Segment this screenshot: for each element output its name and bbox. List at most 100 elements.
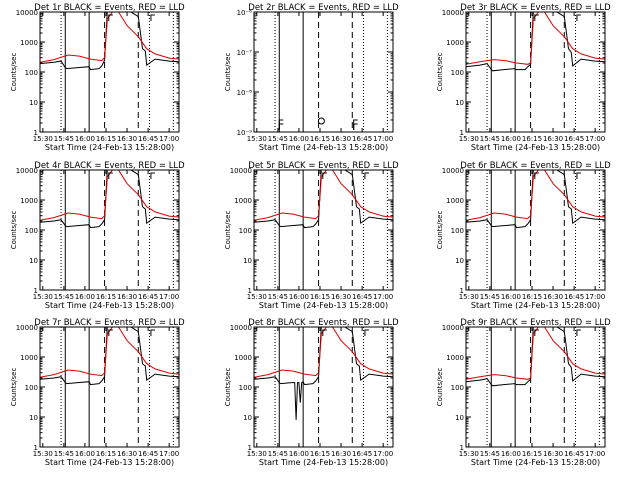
lld-series-line: [466, 170, 605, 221]
x-axis-label: Start Time (24-Feb-13 15:28:00): [259, 458, 388, 467]
x-tick-label: 17:00: [159, 135, 179, 143]
events-glyph: [278, 123, 284, 130]
x-tick-label: 16:00: [501, 450, 521, 458]
x-tick-label: 16:15: [310, 293, 330, 301]
panel-title: Det 9r BLACK = Events, RED = LLD: [460, 318, 611, 328]
detector-panel-1: Det 1r BLACK = Events, RED = LLD 15:30 15:…: [10, 3, 185, 152]
x-tick-label: 16:30: [117, 135, 137, 143]
x-tick-label: 15:45: [480, 135, 500, 143]
x-tick-label: 15:30: [33, 450, 53, 458]
x-tick-label: 16:30: [331, 135, 351, 143]
detector-panel-2: Det 2r BLACK = Events, RED = LLD 15:30 15:…: [224, 3, 399, 152]
x-tick-label: 16:30: [543, 135, 563, 143]
events-glyph: [317, 117, 325, 125]
top-glyph: [108, 14, 113, 21]
x-axis-label: Start Time (24-Feb-13 15:28:00): [45, 301, 174, 310]
x-tick-label: 17:00: [159, 293, 179, 301]
y-tick-label: 10: [29, 257, 38, 265]
y-tick-label: 10⁻⁷: [237, 49, 253, 57]
y-tick-label: 10000: [442, 167, 464, 175]
events-series-line: [466, 170, 605, 229]
x-tick-label: 16:30: [543, 450, 563, 458]
y-tick-label: 10000: [230, 324, 252, 332]
y-tick-label: 10: [243, 257, 252, 265]
events-series-line: [40, 12, 179, 71]
panel-title: Det 8r BLACK = Events, RED = LLD: [248, 318, 399, 328]
y-tick-label: 10000: [442, 9, 464, 17]
x-tick-label: 15:30: [33, 293, 53, 301]
plot-area: [40, 327, 179, 447]
plot-area: [466, 12, 605, 132]
y-tick-label: 1: [460, 287, 464, 295]
y-tick-label: 10: [455, 257, 464, 265]
y-tick-label: 10: [29, 99, 38, 107]
y-tick-label: 10000: [16, 324, 38, 332]
y-tick-label: 10⁻⁸: [237, 89, 253, 97]
x-tick-label: 16:00: [289, 293, 309, 301]
x-tick-label: 16:45: [352, 135, 372, 143]
x-tick-label: 15:30: [459, 293, 479, 301]
y-tick-label: 10000: [442, 324, 464, 332]
detector-panel-6: Det 6r BLACK = Events, RED = LLD 15:30 15:…: [436, 161, 611, 310]
detector-panel-9: Det 9r BLACK = Events, RED = LLD 15:30 15:…: [436, 318, 611, 467]
y-tick-label: 1: [460, 444, 464, 452]
plot-area: [40, 170, 179, 290]
x-tick-label: 16:45: [352, 293, 372, 301]
y-tick-label: 1000: [20, 197, 38, 205]
plot-frame: [253, 11, 394, 133]
y-axis-label: Counts/sec: [436, 211, 444, 250]
top-glyph: [534, 329, 539, 336]
x-tick-label: 16:15: [310, 450, 330, 458]
x-tick-label: 16:45: [138, 450, 158, 458]
events-series-line: [254, 327, 393, 420]
x-tick-label: 16:45: [138, 135, 158, 143]
panel-title: Det 4r BLACK = Events, RED = LLD: [34, 161, 185, 171]
top-glyph: [534, 14, 539, 21]
plot-area: [466, 170, 605, 290]
x-tick-label: 16:45: [564, 135, 584, 143]
y-tick-label: 100: [239, 227, 252, 235]
top-glyph: [322, 329, 327, 336]
x-tick-label: 16:15: [522, 135, 542, 143]
y-tick-label: 1000: [446, 197, 464, 205]
x-tick-label: 15:45: [54, 135, 74, 143]
y-tick-label: 10: [243, 414, 252, 422]
y-tick-label: 100: [451, 227, 464, 235]
top-glyph: [576, 14, 581, 21]
plot-area: [40, 12, 179, 132]
y-axis-label: Counts/sec: [224, 368, 232, 407]
y-tick-label: 10000: [230, 167, 252, 175]
x-tick-label: 16:00: [289, 450, 309, 458]
lld-series-line: [40, 327, 179, 378]
x-tick-label: 17:00: [585, 135, 605, 143]
x-tick-label: 16:30: [117, 450, 137, 458]
y-tick-label: 1: [248, 287, 252, 295]
panel-title: Det 1r BLACK = Events, RED = LLD: [34, 3, 185, 13]
y-axis-label: Counts/sec: [224, 211, 232, 250]
detector-panel-7: Det 7r BLACK = Events, RED = LLD 15:30 15:…: [10, 318, 185, 467]
x-tick-label: 17:00: [373, 135, 393, 143]
x-tick-label: 16:30: [331, 293, 351, 301]
x-tick-label: 15:45: [54, 450, 74, 458]
y-tick-label: 10: [29, 414, 38, 422]
y-tick-label: 100: [451, 384, 464, 392]
y-tick-label: 100: [239, 384, 252, 392]
x-tick-label: 16:45: [564, 293, 584, 301]
detector-panel-3: Det 3r BLACK = Events, RED = LLD 15:30 15:…: [436, 3, 611, 152]
y-tick-label: 100: [25, 69, 38, 77]
events-series-line: [254, 170, 393, 229]
y-axis-label: Counts/sec: [224, 53, 232, 92]
y-tick-label: 1000: [20, 39, 38, 47]
y-tick-label: 1000: [234, 354, 252, 362]
y-tick-label: 1: [460, 129, 464, 137]
x-tick-label: 17:00: [159, 450, 179, 458]
x-tick-label: 17:00: [585, 450, 605, 458]
y-tick-label: 1: [34, 129, 38, 137]
panel-title: Det 2r BLACK = Events, RED = LLD: [248, 3, 399, 13]
x-axis-label: Start Time (24-Feb-13 15:28:00): [471, 458, 600, 467]
y-axis-label: Counts/sec: [436, 53, 444, 92]
x-tick-label: 16:00: [501, 135, 521, 143]
panel-title: Det 7r BLACK = Events, RED = LLD: [34, 318, 185, 328]
top-glyph: [108, 329, 113, 336]
